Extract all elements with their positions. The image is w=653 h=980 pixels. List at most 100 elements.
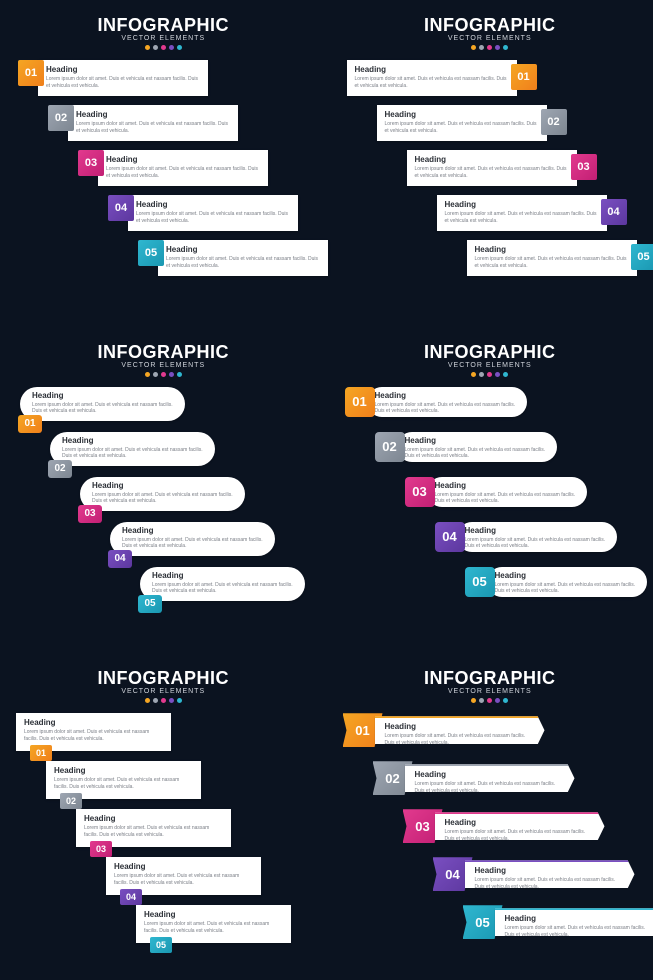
step-card: HeadingLorem ipsum dolor sit amet. Duis …	[110, 522, 275, 556]
dot	[487, 698, 492, 703]
header: INFOGRAPHIC VECTOR ELEMENTS	[10, 668, 317, 703]
step-card: HeadingLorem ipsum dolor sit amet. Duis …	[437, 195, 607, 231]
step-heading: Heading	[495, 571, 639, 580]
step-row: HeadingLorem ipsum dolor sit amet. Duis …	[20, 387, 185, 421]
step-number: 03	[90, 841, 112, 857]
step-card: Heading Lorem ipsum dolor sit amet. Duis …	[427, 477, 587, 507]
dot	[471, 698, 476, 703]
step-body: Lorem ipsum dolor sit amet. Duis et vehi…	[144, 921, 283, 934]
dot	[479, 698, 484, 703]
header: INFOGRAPHIC VECTOR ELEMENTS	[337, 668, 644, 703]
step-row: Heading Lorem ipsum dolor sit amet. Duis …	[46, 761, 201, 799]
step-card: Heading Lorem ipsum dolor sit amet. Duis …	[136, 905, 291, 943]
step-heading: Heading	[385, 722, 535, 731]
step-body: Lorem ipsum dolor sit amet. Duis et vehi…	[415, 166, 569, 179]
step-number: 05	[631, 244, 653, 270]
step-body: Lorem ipsum dolor sit amet. Duis et vehi…	[385, 121, 539, 134]
step-row: HeadingLorem ipsum dolor sit amet. Duis …	[76, 809, 231, 847]
dot	[145, 698, 150, 703]
dot	[503, 45, 508, 50]
panel-variant-e: INFOGRAPHIC VECTOR ELEMENTS Heading Lorem…	[0, 653, 327, 980]
step-card: Heading Lorem ipsum dolor sit amet. Duis …	[50, 432, 215, 466]
subtitle: VECTOR ELEMENTS	[337, 35, 644, 42]
step-card: HeadingLorem ipsum dolor sit amet. Duis …	[375, 716, 545, 744]
step-number: 02	[60, 793, 82, 809]
step-heading: Heading	[166, 245, 320, 254]
step-card: Heading Lorem ipsum dolor sit amet. Duis …	[487, 567, 647, 597]
step-heading: Heading	[84, 814, 223, 823]
color-dots	[337, 45, 644, 50]
step-card: HeadingLorem ipsum dolor sit amet. Duis …	[435, 812, 605, 840]
dot	[503, 698, 508, 703]
step-body: Lorem ipsum dolor sit amet. Duis et vehi…	[475, 877, 625, 890]
step-heading: Heading	[435, 481, 579, 490]
step-body: Lorem ipsum dolor sit amet. Duis et vehi…	[46, 76, 200, 89]
step-number: 02	[48, 105, 74, 131]
step-body: Lorem ipsum dolor sit amet. Duis et vehi…	[435, 492, 579, 505]
subtitle: VECTOR ELEMENTS	[10, 688, 317, 695]
step-body: Lorem ipsum dolor sit amet. Duis et vehi…	[32, 402, 177, 415]
step-card: HeadingLorem ipsum dolor sit amet. Duis …	[467, 240, 637, 276]
dot	[471, 372, 476, 377]
dot	[169, 372, 174, 377]
step-card: HeadingLorem ipsum dolor sit amet. Duis …	[407, 150, 577, 186]
step-heading: Heading	[114, 862, 253, 871]
step-heading: Heading	[46, 65, 200, 74]
dot	[479, 372, 484, 377]
step-number: 01	[18, 415, 42, 433]
color-dots	[10, 372, 317, 377]
dot	[177, 45, 182, 50]
step-number: 05	[465, 567, 495, 597]
step-card: HeadingLorem ipsum dolor sit amet. Duis …	[68, 105, 238, 141]
dot	[495, 698, 500, 703]
step-row: HeadingLorem ipsum dolor sit amet. Duis …	[407, 150, 577, 186]
step-card: HeadingLorem ipsum dolor sit amet. Duis …	[377, 105, 547, 141]
step-body: Lorem ipsum dolor sit amet. Duis et vehi…	[54, 777, 193, 790]
step-body: Lorem ipsum dolor sit amet. Duis et vehi…	[465, 537, 609, 550]
dot	[495, 372, 500, 377]
step-heading: Heading	[24, 718, 163, 727]
step-card: HeadingLorem ipsum dolor sit amet. Duis …	[367, 387, 527, 417]
step-body: Lorem ipsum dolor sit amet. Duis et vehi…	[495, 582, 639, 595]
step-heading: Heading	[136, 200, 290, 209]
subtitle: VECTOR ELEMENTS	[337, 688, 644, 695]
color-dots	[10, 45, 317, 50]
step-card: HeadingLorem ipsum dolor sit amet. Duis …	[140, 567, 305, 601]
step-number: 02	[541, 109, 567, 135]
dot	[177, 372, 182, 377]
step-heading: Heading	[375, 391, 519, 400]
step-body: Lorem ipsum dolor sit amet. Duis et vehi…	[505, 925, 653, 938]
panel-variant-d: INFOGRAPHIC VECTOR ELEMENTS 01HeadingLor…	[327, 327, 653, 654]
step-card: HeadingLorem ipsum dolor sit amet. Duis …	[128, 195, 298, 231]
step-heading: Heading	[54, 766, 193, 775]
dot	[145, 372, 150, 377]
step-row: HeadingLorem ipsum dolor sit amet. Duis …	[377, 105, 547, 141]
step-row: HeadingLorem ipsum dolor sit amet. Duis …	[158, 240, 328, 276]
subtitle: VECTOR ELEMENTS	[337, 362, 644, 369]
title: INFOGRAPHIC	[337, 342, 644, 363]
step-row: HeadingLorem ipsum dolor sit amet. Duis …	[110, 522, 275, 556]
step-number: 04	[108, 195, 134, 221]
dot	[503, 372, 508, 377]
panel-variant-a: INFOGRAPHIC VECTOR ELEMENTS HeadingLorem…	[0, 0, 327, 327]
step-heading: Heading	[62, 436, 207, 445]
dot	[169, 698, 174, 703]
step-number: 01	[345, 387, 375, 417]
step-body: Lorem ipsum dolor sit amet. Duis et vehi…	[355, 76, 509, 89]
step-card: Heading Lorem ipsum dolor sit amet. Duis …	[38, 60, 208, 96]
step-card: HeadingLorem ipsum dolor sit amet. Duis …	[80, 477, 245, 511]
step-heading: Heading	[405, 436, 549, 445]
step-heading: Heading	[92, 481, 237, 490]
step-heading: Heading	[355, 65, 509, 74]
dot	[153, 372, 158, 377]
step-heading: Heading	[144, 910, 283, 919]
step-body: Lorem ipsum dolor sit amet. Duis et vehi…	[415, 781, 565, 794]
step-heading: Heading	[465, 526, 609, 535]
step-number: 04	[435, 522, 465, 552]
step-card: HeadingLorem ipsum dolor sit amet. Duis …	[158, 240, 328, 276]
step-heading: Heading	[106, 155, 260, 164]
title: INFOGRAPHIC	[10, 668, 317, 689]
step-number: 04	[601, 199, 627, 225]
step-body: Lorem ipsum dolor sit amet. Duis et vehi…	[122, 537, 267, 550]
step-body: Lorem ipsum dolor sit amet. Duis et vehi…	[62, 447, 207, 460]
